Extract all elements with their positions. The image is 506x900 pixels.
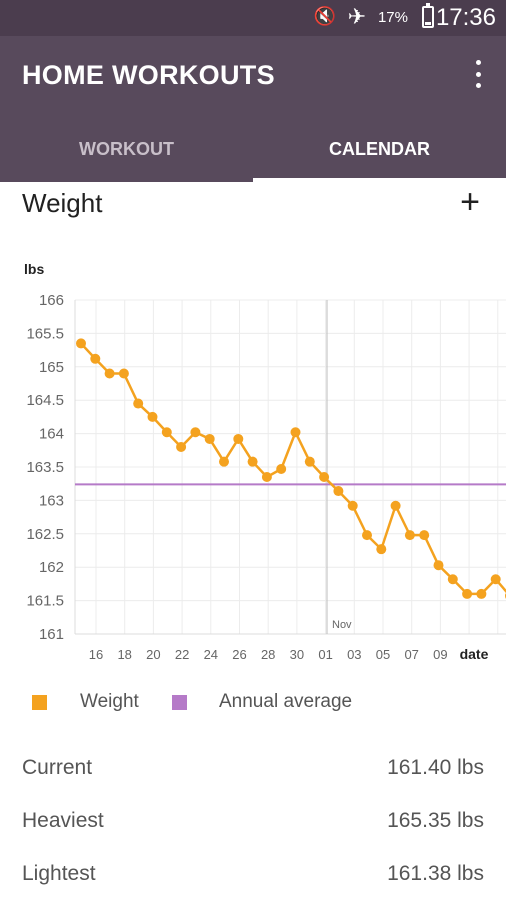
y-tick-label: 166 — [39, 292, 64, 309]
x-tick-label: 24 — [204, 647, 218, 662]
legend-label-weight: Weight — [80, 691, 139, 712]
weight-data-point — [447, 574, 458, 585]
x-tick-label: 05 — [376, 647, 390, 662]
weight-data-point — [276, 464, 287, 475]
weight-data-point — [118, 368, 129, 379]
weight-data-point — [290, 427, 301, 438]
weight-data-point — [190, 427, 201, 438]
tab-calendar[interactable]: CALENDAR — [253, 126, 506, 182]
stat-value: 161.38 lbs — [387, 862, 484, 885]
x-tick-label: 18 — [117, 647, 131, 662]
battery-icon — [422, 3, 434, 28]
weight-data-point — [76, 338, 86, 349]
weight-data-point — [161, 427, 172, 438]
y-axis-label: lbs — [24, 261, 44, 277]
battery-percent: 17% — [377, 9, 408, 26]
weight-data-point — [433, 560, 444, 571]
weight-data-point — [133, 398, 144, 409]
chart-legend: Weight Annual average — [0, 684, 506, 720]
section-title: Weight — [22, 188, 103, 218]
x-tick-label: 09 — [433, 647, 447, 662]
status-bar: 🔇 ✈ 17% 17:36 — [0, 0, 506, 36]
weight-series-line — [80, 342, 506, 596]
x-tick-label: 28 — [261, 647, 275, 662]
x-tick-label: 30 — [290, 647, 304, 662]
weight-chart: lbs 166 165.5 165 164.5 164 163.5 163 162.5 162 16… — [24, 261, 506, 662]
weight-data-point — [476, 588, 487, 599]
legend-swatch-annual-average — [172, 695, 187, 710]
weight-data-point — [376, 544, 387, 555]
weight-data-point — [304, 456, 315, 467]
clock: 17:36 — [435, 4, 496, 31]
add-weight-button[interactable]: + — [460, 183, 480, 221]
weight-data-point — [247, 456, 258, 467]
app-bar: HOME WORKOUTS WORKOUT CALENDAR — [0, 36, 506, 182]
weight-data-point — [233, 433, 244, 444]
vibrate-mute-icon: 🔇 — [313, 6, 336, 26]
weight-data-point — [204, 433, 215, 444]
tab-bar: WORKOUT CALENDAR — [0, 126, 506, 182]
stat-row-current: Current 161.40 lbs — [22, 756, 484, 788]
legend-swatch-weight — [32, 695, 47, 710]
airplane-mode-icon: ✈ — [347, 4, 366, 29]
weight-series — [76, 338, 506, 599]
weight-data-point — [462, 588, 473, 599]
weight-data-point — [390, 500, 401, 511]
weight-data-point — [490, 574, 501, 585]
x-tick-label: 01 — [318, 647, 332, 662]
y-tick-label: 163.5 — [26, 459, 64, 476]
weight-data-point — [90, 353, 101, 364]
x-tick-label: 07 — [404, 647, 418, 662]
month-label: Nov — [332, 619, 352, 631]
x-tick-label: 20 — [146, 647, 160, 662]
weight-data-point — [404, 530, 415, 541]
y-tick-label: 161.5 — [26, 593, 64, 610]
x-axis-label: date — [460, 646, 489, 662]
app-title: HOME WORKOUTS — [22, 60, 275, 90]
stat-value: 161.40 lbs — [387, 756, 484, 779]
y-tick-label: 162 — [39, 559, 64, 576]
tab-workout[interactable]: WORKOUT — [79, 139, 174, 159]
stat-row-heaviest: Heaviest 165.35 lbs — [22, 809, 484, 841]
weight-data-point — [147, 411, 158, 422]
x-tick-label: 26 — [232, 647, 246, 662]
y-tick-label: 163 — [39, 492, 64, 509]
y-tick-label: 164 — [39, 426, 64, 443]
y-tick-label: 164.5 — [26, 392, 64, 409]
chart-grid — [74, 299, 506, 635]
stat-label: Lightest — [22, 862, 96, 885]
stat-label: Current — [22, 756, 93, 779]
y-tick-label: 165.5 — [26, 325, 64, 342]
y-tick-label: 161 — [39, 626, 64, 643]
stat-label: Heaviest — [22, 809, 104, 832]
weight-data-point — [319, 472, 330, 483]
x-tick-label: 03 — [347, 647, 361, 662]
weight-data-point — [347, 500, 358, 511]
y-tick-label: 162.5 — [26, 526, 64, 543]
weight-data-point — [261, 472, 272, 483]
weight-data-point — [219, 456, 229, 467]
weight-data-point — [104, 368, 115, 379]
chart-labels: lbs 166 165.5 165 164.5 164 163.5 163 162.5 162 16… — [24, 261, 489, 662]
weight-data-point — [333, 486, 344, 497]
weight-data-point — [419, 530, 430, 541]
x-tick-label: 22 — [175, 647, 189, 662]
legend-label-annual-average: Annual average — [219, 691, 353, 712]
overflow-menu-icon[interactable] — [472, 60, 484, 88]
stat-value: 165.35 lbs — [387, 809, 484, 832]
weight-data-point — [176, 441, 187, 452]
weight-data-point — [362, 530, 372, 541]
x-tick-label: 16 — [89, 647, 103, 662]
stat-row-lightest: Lightest 161.38 lbs — [22, 862, 484, 894]
y-tick-label: 165 — [39, 359, 64, 376]
